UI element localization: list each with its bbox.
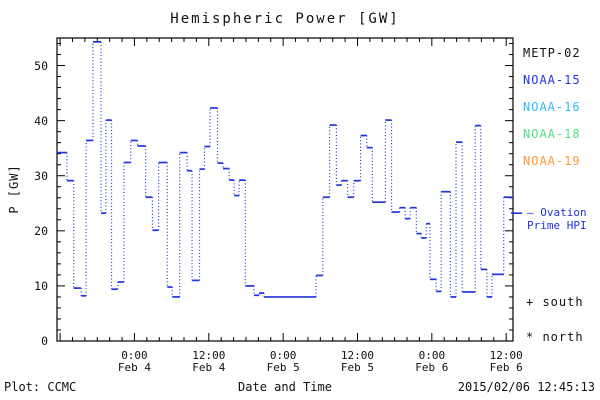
x-tick-time: 12:00 [192, 349, 226, 362]
y-tick-label-0: 0 [41, 334, 48, 348]
y-tick-label-50: 50 [34, 58, 48, 73]
x-tick-time: 12:00 [489, 349, 523, 362]
x-tick-date: Feb 5 [266, 361, 300, 374]
ovation-label-line2: Prime HPI [527, 219, 587, 232]
legend-item-noaa-19: NOAA-19 [523, 154, 581, 168]
y-tick-label-40: 40 [34, 113, 48, 128]
x-tick-label-feb-4-1200: 12:00 Feb 4 [192, 350, 225, 374]
legend-item-noaa-18: NOAA-18 [523, 127, 581, 141]
x-tick-date: Feb 4 [117, 361, 151, 374]
x-tick-label-feb-5-000: 0:00 Feb 5 [267, 350, 300, 374]
x-tick-label-feb-5-1200: 12:00 Feb 5 [341, 350, 374, 374]
x-tick-time: 0:00 [269, 349, 297, 362]
north-hemisphere-label: * north [526, 330, 584, 344]
x-tick-time: 0:00 [418, 349, 446, 362]
x-tick-date: Feb 4 [192, 361, 226, 374]
page-title: Hemispheric Power [GW] [170, 11, 400, 27]
x-tick-label-feb-4-000: 0:00 Feb 4 [118, 350, 151, 374]
ovation-label-line1: – Ovation [527, 206, 587, 219]
x-axis-title: Date and Time [238, 380, 332, 394]
x-tick-label-feb-6-1200: 12:00 Feb 6 [490, 350, 523, 374]
ovation-prime-hpi-label: – Ovation Prime HPI [527, 206, 587, 232]
x-tick-date: Feb 5 [340, 361, 375, 374]
x-tick-time: 0:00 [121, 349, 148, 362]
axes-frame [56, 37, 514, 342]
legend-item-noaa-16: NOAA-16 [523, 100, 581, 114]
x-tick-time: 12:00 [340, 349, 375, 362]
plot-source-label: Plot: CCMC [4, 380, 77, 394]
legend-item-noaa-15: NOAA-15 [523, 73, 581, 87]
x-tick-date: Feb 6 [415, 361, 449, 374]
legend-item-metp-02: METP-02 [523, 46, 581, 60]
x-tick-label-feb-6-000: 0:00 Feb 6 [415, 350, 448, 374]
plot-timestamp: 2015/02/06 12:45:13 [457, 380, 595, 394]
south-hemisphere-label: + south [526, 295, 584, 309]
y-tick-label-10: 10 [34, 278, 48, 293]
y-tick-label-20: 20 [34, 223, 48, 238]
y-tick-label-30: 30 [34, 168, 48, 183]
x-tick-date: Feb 6 [489, 361, 523, 374]
